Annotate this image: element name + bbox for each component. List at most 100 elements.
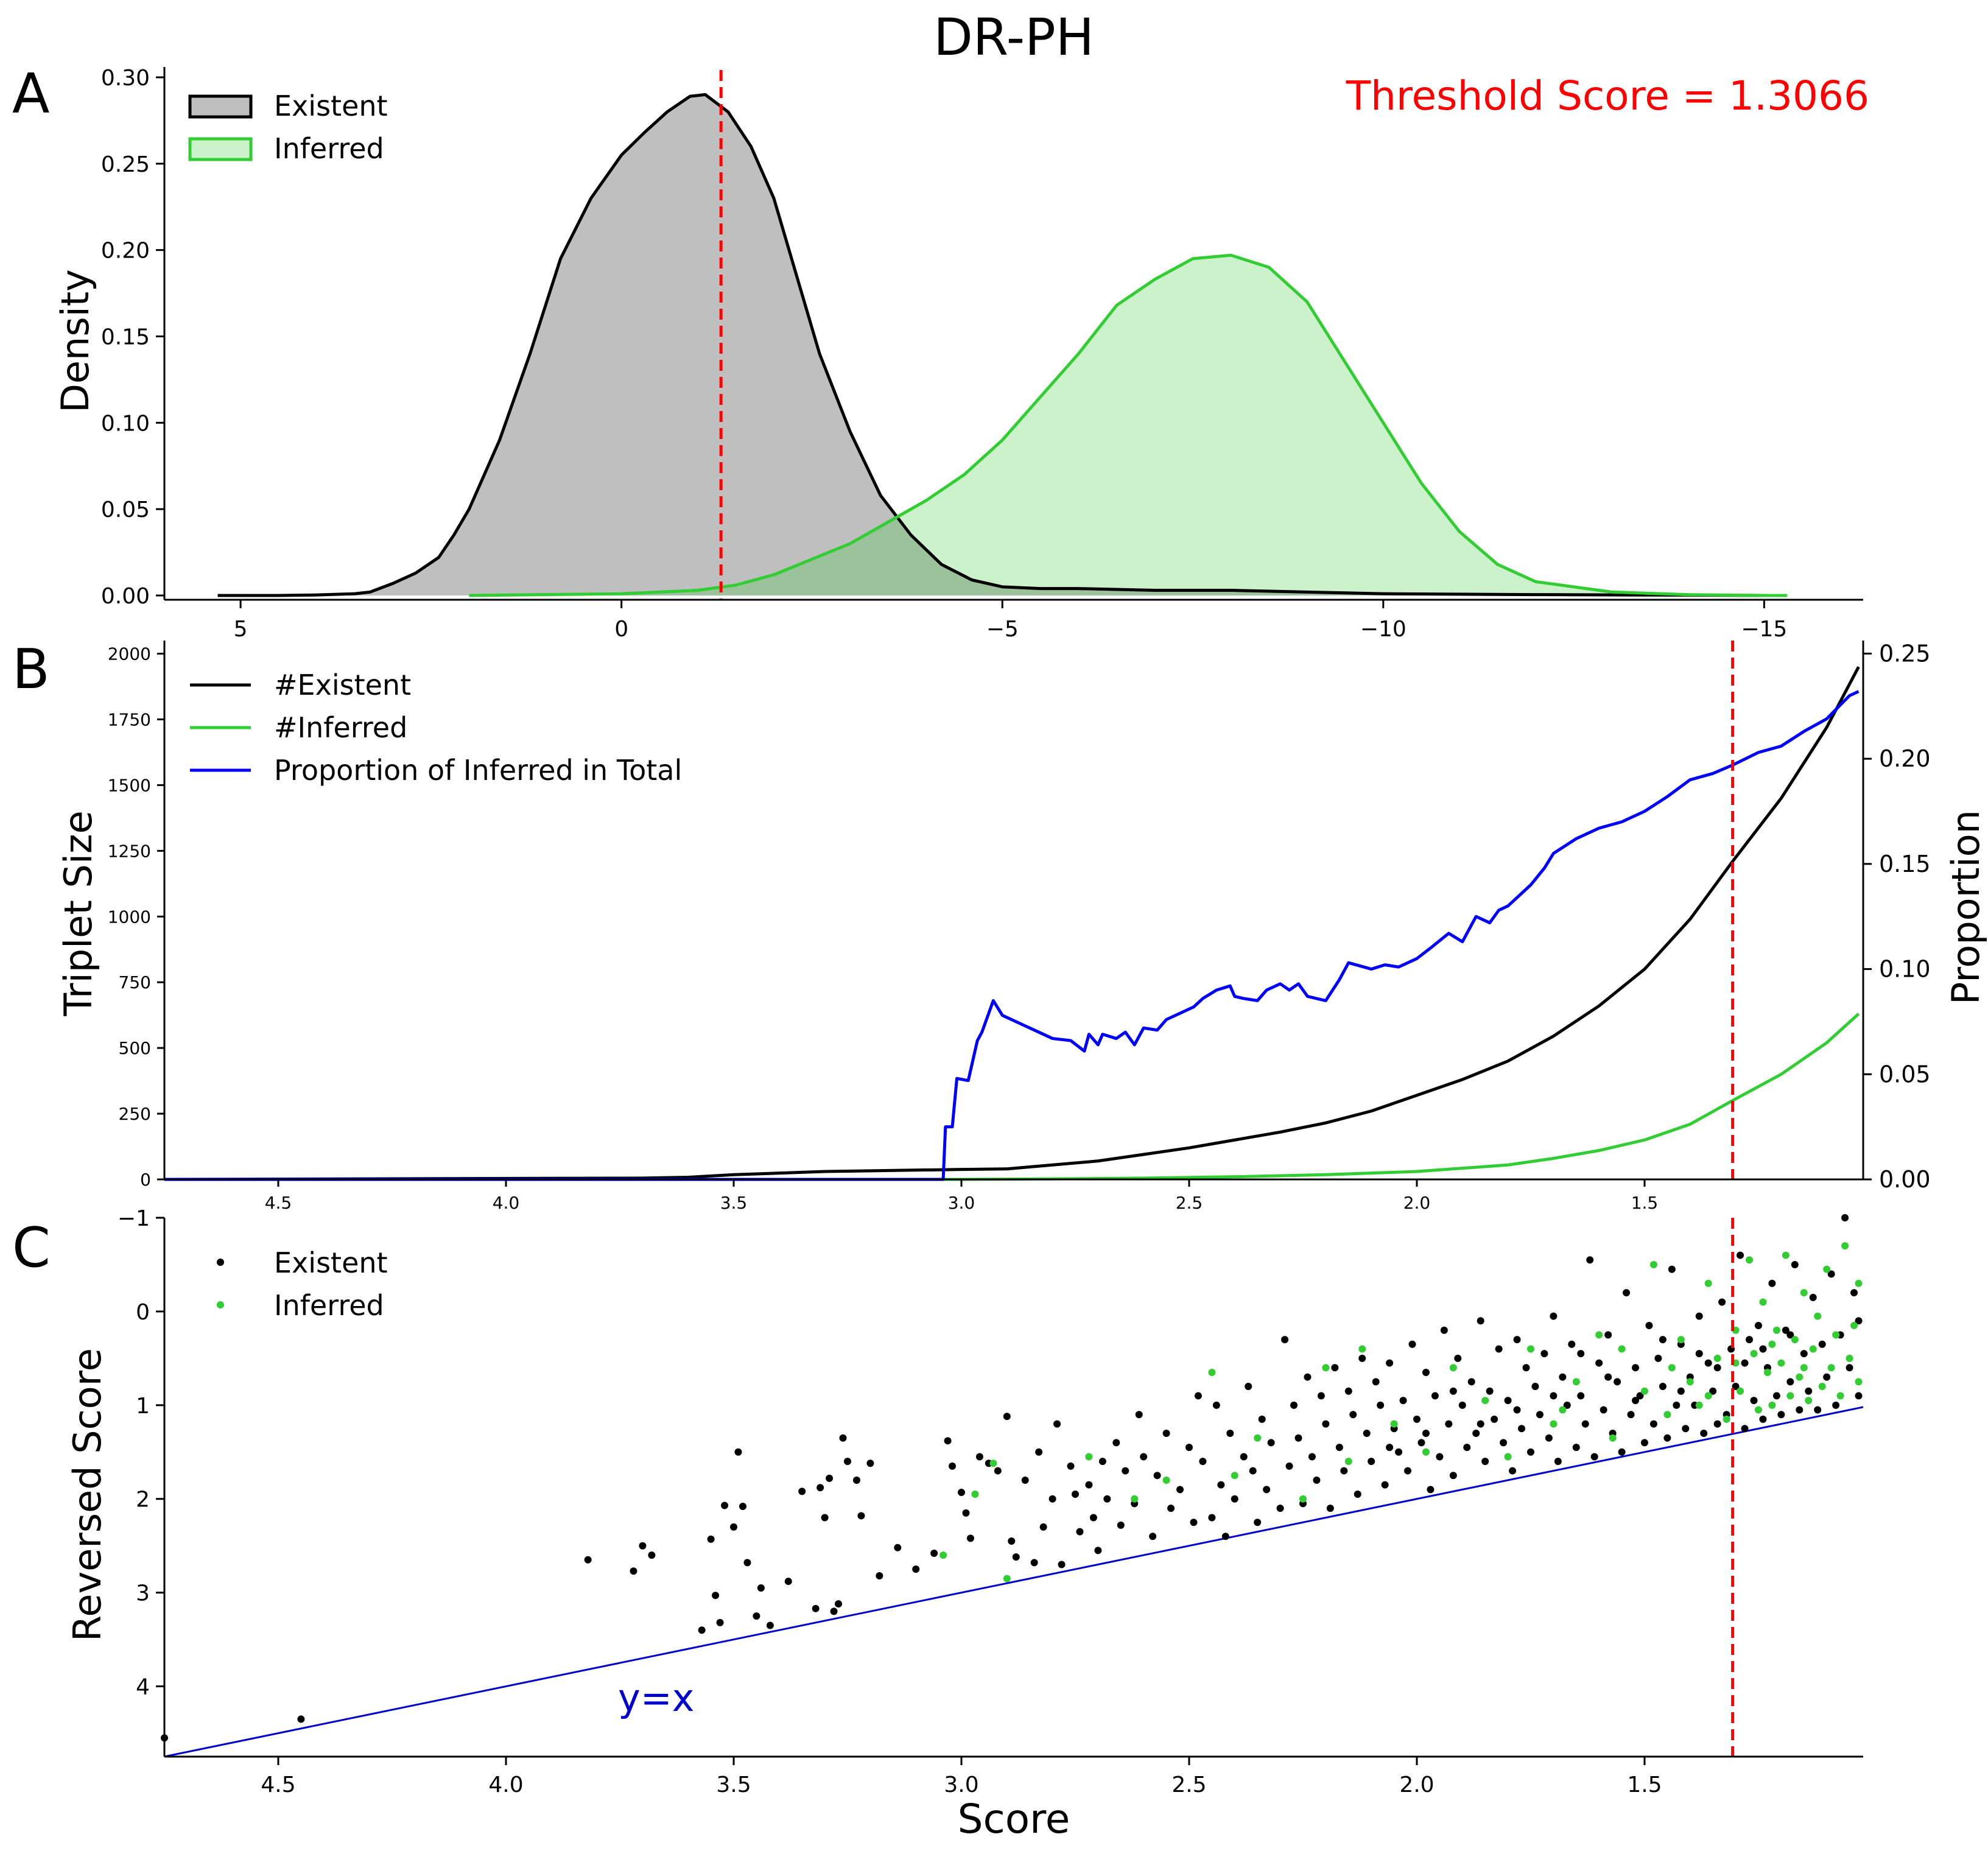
existent-point <box>1477 1317 1484 1325</box>
existent-point <box>1805 1387 1813 1395</box>
existent-point <box>648 1551 656 1559</box>
x-tick-label: 1.5 <box>1631 1193 1659 1213</box>
existent-point <box>1076 1528 1084 1536</box>
inferred-point <box>1814 1312 1822 1320</box>
existent-point <box>1786 1378 1794 1386</box>
existent-point <box>1695 1350 1703 1358</box>
x-tick-label: 3.5 <box>716 1772 751 1797</box>
existent-point <box>975 1453 983 1461</box>
existent-point <box>1818 1340 1826 1348</box>
existent-point <box>1786 1331 1794 1339</box>
existent-point <box>930 1550 938 1558</box>
existent-point <box>1440 1326 1448 1334</box>
inferred-point <box>1208 1368 1216 1376</box>
inferred-density-fill <box>469 255 1787 596</box>
existent-point <box>1094 1547 1102 1554</box>
inferred-density-line <box>469 253 1787 597</box>
existent-point <box>1208 1514 1216 1522</box>
existent-point <box>630 1567 637 1575</box>
inferred-point <box>1737 1387 1744 1395</box>
inferred-point <box>1704 1392 1712 1400</box>
existent-point <box>1545 1434 1553 1442</box>
existent-point <box>1586 1256 1594 1264</box>
panel-letter-c: C <box>12 1216 51 1280</box>
existent-point <box>962 1509 970 1517</box>
existent-point <box>1518 1425 1526 1433</box>
existent-point <box>1682 1425 1690 1433</box>
existent-point <box>1782 1326 1790 1334</box>
inferred-point <box>989 1459 997 1467</box>
y-tick-label: 0 <box>136 1300 150 1325</box>
existent-point <box>1112 1439 1120 1447</box>
existent-point <box>1267 1439 1275 1447</box>
y2-tick-label: 0.05 <box>1879 1061 1931 1087</box>
existent-point <box>1513 1336 1521 1344</box>
inferred-point <box>1746 1256 1754 1264</box>
inferred-point <box>1131 1495 1139 1503</box>
inferred-point <box>1704 1279 1712 1287</box>
inferred-point <box>1786 1392 1794 1400</box>
existent-point <box>1276 1505 1284 1512</box>
y-tick-label: 0.00 <box>101 584 150 609</box>
x-tick-label: −5 <box>986 617 1019 642</box>
existent-point <box>1021 1476 1029 1484</box>
existent-point <box>1823 1373 1831 1381</box>
existent-point <box>839 1434 847 1442</box>
existent-point <box>1741 1359 1749 1367</box>
inferred-point <box>1422 1448 1430 1456</box>
existent-point <box>1526 1448 1534 1456</box>
existent-point <box>1194 1392 1202 1400</box>
existent-point <box>944 1437 952 1445</box>
existent-point <box>1673 1401 1681 1409</box>
y-tick-label: 2 <box>136 1487 150 1512</box>
inferred-point <box>940 1551 947 1559</box>
x-tick-label: 1.5 <box>1627 1772 1662 1797</box>
proportion-line <box>164 690 1860 1181</box>
x-tick-label: 5 <box>234 617 248 642</box>
existent-point <box>712 1592 720 1600</box>
inferred-point <box>1618 1345 1626 1353</box>
existent-point <box>1632 1364 1640 1372</box>
y-tick-label: 3 <box>136 1581 150 1606</box>
y-tick-label: 0.10 <box>101 411 150 436</box>
existent-point <box>1413 1415 1421 1423</box>
existent-point <box>1358 1354 1366 1362</box>
x-tick-label: 3.0 <box>944 1772 978 1797</box>
inferred-point <box>1846 1354 1853 1362</box>
y2-tick-label: 0.20 <box>1879 745 1931 772</box>
existent-point <box>1600 1406 1607 1414</box>
inferred-point <box>1344 1458 1352 1466</box>
existent-point <box>1550 1312 1558 1320</box>
y-tick-label: 0.30 <box>101 66 150 91</box>
existent-point <box>830 1607 838 1615</box>
existent-point <box>1221 1533 1229 1540</box>
existent-point <box>743 1559 751 1567</box>
y2-tick-label: 0.25 <box>1879 640 1931 667</box>
existent-point <box>1627 1411 1635 1419</box>
existent-point <box>1604 1373 1612 1381</box>
inferred-point <box>1481 1397 1489 1405</box>
existent-point <box>1117 1521 1125 1529</box>
y-tick-label: 0.05 <box>101 497 150 522</box>
inferred-point <box>1003 1575 1011 1582</box>
existent-point <box>784 1578 792 1586</box>
legend-label-existent: Existent <box>274 90 388 122</box>
existent-point <box>1531 1383 1539 1391</box>
existent-point <box>1140 1453 1148 1461</box>
existent-point <box>1035 1448 1043 1456</box>
inferred-point <box>1649 1260 1657 1268</box>
existent-point <box>817 1484 824 1492</box>
inferred-point <box>1504 1453 1512 1461</box>
existent-point <box>1058 1561 1066 1568</box>
existent-point <box>852 1476 860 1484</box>
identity-line-label: y=x <box>618 1676 694 1720</box>
panel-letter-b: B <box>12 637 50 701</box>
existent-point <box>639 1542 647 1550</box>
existent-point <box>1313 1476 1321 1484</box>
y-tick-label: 4 <box>136 1675 150 1700</box>
existent-count-line <box>164 666 1860 1181</box>
y-tick-label: 0.25 <box>101 152 150 177</box>
inferred-point <box>1559 1406 1567 1414</box>
existent-point <box>729 1523 737 1531</box>
existent-point <box>812 1604 820 1612</box>
